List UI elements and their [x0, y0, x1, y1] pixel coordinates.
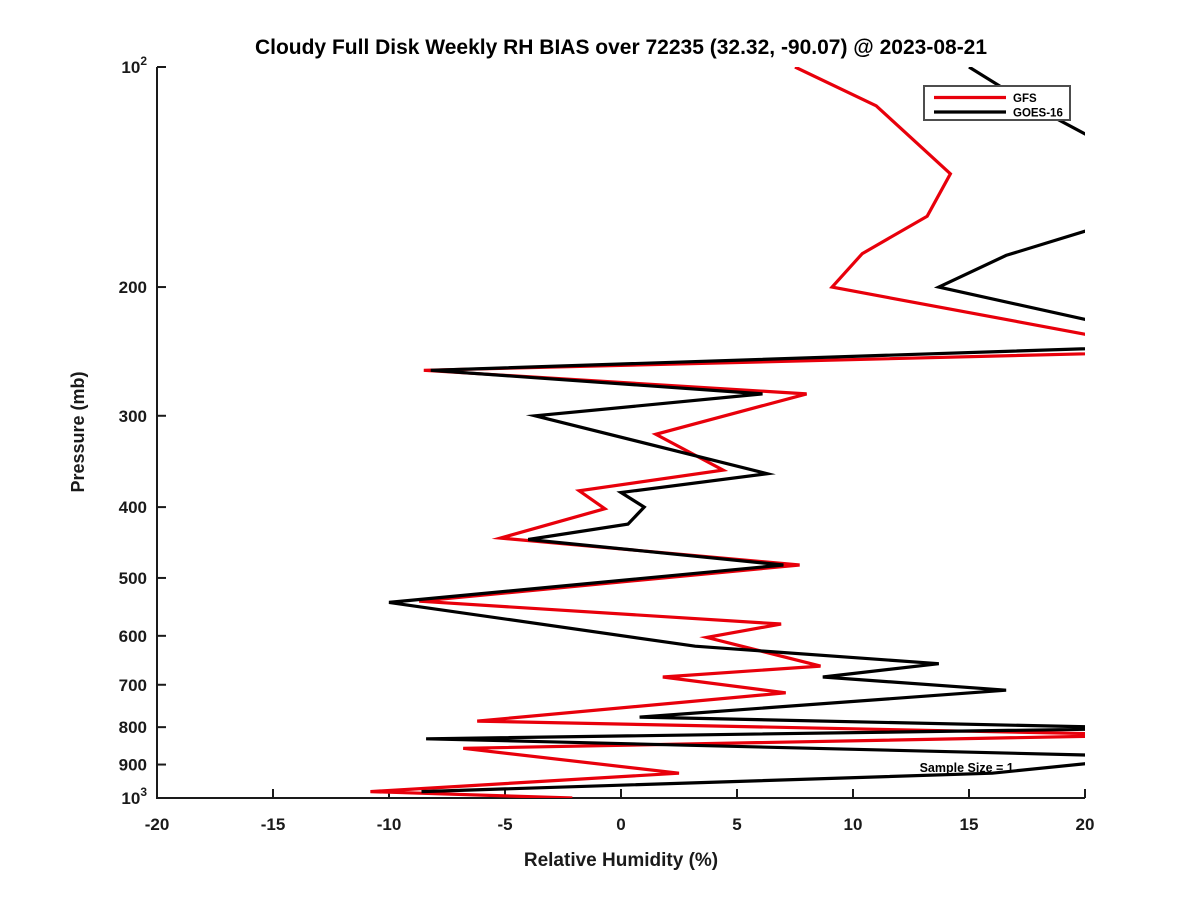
y-tick-label: 900	[119, 756, 147, 775]
x-tick-label: 5	[732, 815, 741, 834]
legend-box[interactable]	[923, 85, 1071, 121]
y-tick-label: 800	[119, 718, 147, 737]
axes	[156, 67, 1085, 799]
sample-size-annotation: Sample Size = 1	[920, 761, 1014, 775]
y-tick-label: 400	[119, 498, 147, 517]
x-tick-label: -15	[261, 815, 286, 834]
x-tick-label: 15	[960, 815, 979, 834]
x-axis-label: Relative Humidity (%)	[524, 850, 718, 871]
x-tick-label: -20	[145, 815, 170, 834]
data-series	[370, 67, 1085, 798]
x-tick-label: 0	[616, 815, 625, 834]
y-tick-label: 300	[119, 407, 147, 426]
x-tick-labels: -20 -15 -10 -5 0 5 10 15 20	[145, 815, 1095, 834]
x-tick-label: -5	[497, 815, 512, 834]
y-axis-label: Pressure (mb)	[68, 371, 88, 492]
y-tick-label: 700	[119, 676, 147, 695]
legend[interactable]: GFS GOES-16	[923, 85, 1071, 121]
y-tick-label: 600	[119, 627, 147, 646]
series-line-goes-16	[388, 67, 1085, 794]
legend-label-goes-16: GOES-16	[1013, 108, 1063, 120]
series-line-gfs	[370, 67, 1085, 798]
x-tick-label: 10	[844, 815, 863, 834]
y-tick-label: 103	[121, 785, 147, 808]
y-tick-label: 200	[119, 278, 147, 297]
y-tick-label: 500	[119, 569, 147, 588]
x-tick-label: -10	[377, 815, 402, 834]
tick-marks	[156, 66, 1086, 799]
annotation-layer: Sample Size = 1	[920, 761, 1014, 775]
y-tick-labels: 102 200 300 400 500 600 700 800 900 103	[119, 54, 148, 808]
legend-label-gfs: GFS	[1013, 93, 1037, 105]
x-tick-label: 20	[1076, 815, 1095, 834]
y-tick-label: 102	[121, 54, 147, 77]
chart-title: Cloudy Full Disk Weekly RH BIAS over 722…	[255, 36, 987, 59]
